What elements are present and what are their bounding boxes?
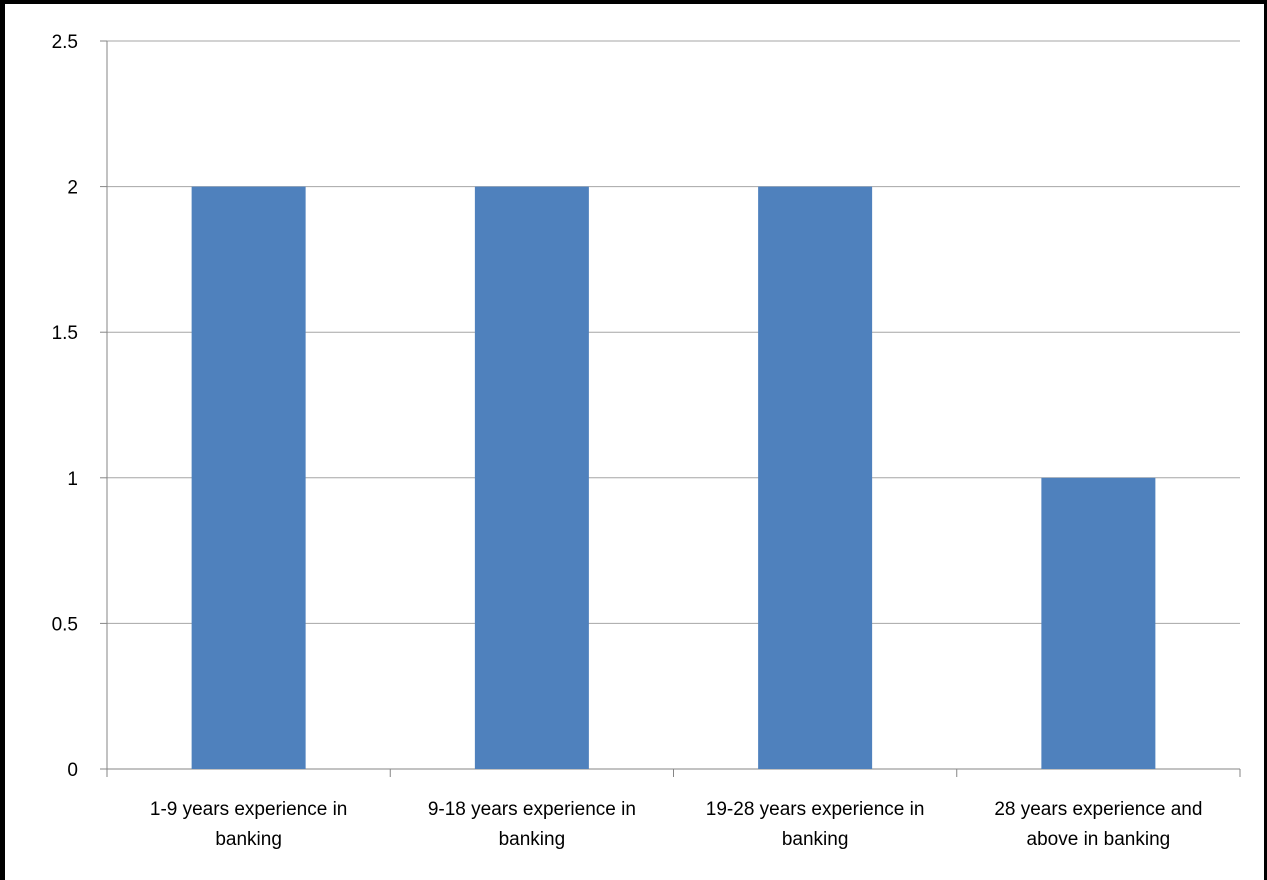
bar xyxy=(474,186,589,770)
bar xyxy=(758,186,873,770)
bar xyxy=(191,186,306,770)
x-category-label: above in banking xyxy=(1027,829,1171,850)
y-tick-label: 1 xyxy=(67,469,78,490)
x-category-label: 28 years experience and xyxy=(994,799,1202,820)
x-category-label: 19-28 years experience in xyxy=(706,799,925,820)
x-category-label: 9-18 years experience in xyxy=(428,799,636,820)
y-tick-label: 0.5 xyxy=(52,614,78,635)
x-category-label: 1-9 years experience in xyxy=(150,799,348,820)
bar xyxy=(1041,477,1156,769)
x-category-label: banking xyxy=(215,829,282,850)
y-tick-label: 2.5 xyxy=(52,32,78,53)
x-category-label: banking xyxy=(782,829,849,850)
y-tick-label: 0 xyxy=(67,760,78,781)
y-tick-label: 1.5 xyxy=(52,323,78,344)
x-category-label: banking xyxy=(499,829,566,850)
y-tick-label: 2 xyxy=(67,178,78,199)
